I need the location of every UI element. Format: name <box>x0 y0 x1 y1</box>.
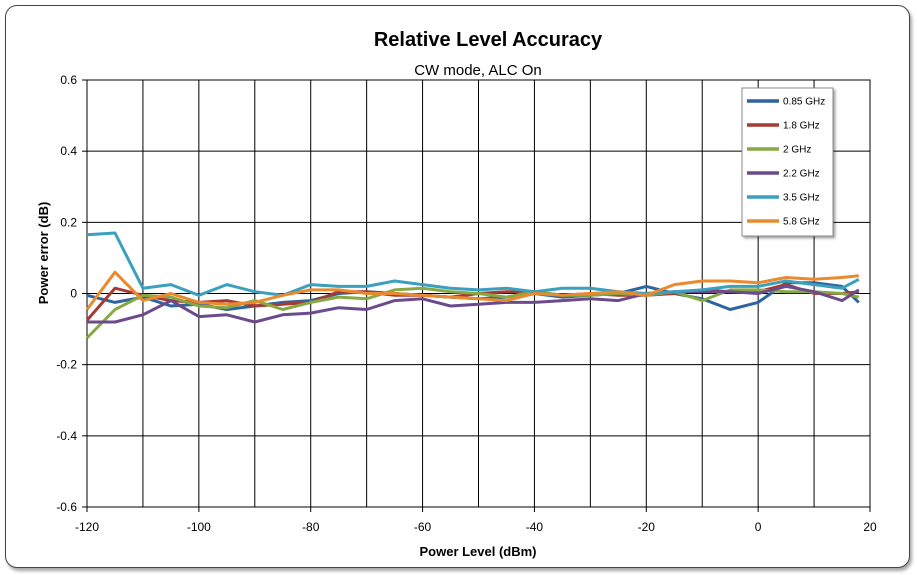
legend-label: 2 GHz <box>783 145 811 156</box>
x-tick-label: -100 <box>187 520 211 534</box>
x-tick-label: 0 <box>755 520 762 534</box>
y-tick-label: -0.6 <box>56 500 77 514</box>
y-axis-ticks: 0.6 0.4 0.2 0 -0.2 -0.4 -0.6 <box>56 73 87 514</box>
x-axis-title: Power Level (dBm) <box>419 544 536 559</box>
x-tick-label: -120 <box>75 520 99 534</box>
x-tick-label: -40 <box>526 520 544 534</box>
y-tick-label: -0.2 <box>56 358 77 372</box>
x-tick-label: -80 <box>302 520 320 534</box>
series-line-2-2-ghz <box>87 284 860 324</box>
legend-label: 5.8 GHz <box>783 217 820 228</box>
series-line-3-5-ghz <box>86 231 860 297</box>
x-tick-label: 20 <box>863 520 877 534</box>
y-tick-label: 0.2 <box>60 215 77 229</box>
legend-label: 3.5 GHz <box>783 193 820 204</box>
series-line-5-8-ghz <box>85 270 859 311</box>
chart-subtitle: CW mode, ALC On <box>414 62 542 79</box>
legend: 0.85 GHz 1.8 GHz 2 GHz 2.2 GHz 3.5 GHz 5.8 GH… <box>741 87 834 237</box>
series-line-2-ghz <box>85 286 860 340</box>
chart-title: Relative Level Accuracy <box>374 29 603 51</box>
legend-label: 2.2 GHz <box>783 169 820 180</box>
y-tick-label: 0.6 <box>60 73 77 87</box>
x-tick-label: -60 <box>414 520 432 534</box>
legend-label: 1.8 GHz <box>783 121 820 132</box>
y-axis-title: Power error (dB) <box>36 202 51 305</box>
legend-label: 0.85 GHz <box>783 97 825 108</box>
x-tick-label: -20 <box>638 520 656 534</box>
y-tick-label: -0.4 <box>56 429 77 443</box>
series-lines <box>85 231 860 340</box>
y-tick-label: 0 <box>70 287 77 301</box>
y-tick-label: 0.4 <box>60 144 77 158</box>
x-axis-ticks: -120 -100 -80 -60 -40 -20 0 20 <box>75 507 877 534</box>
